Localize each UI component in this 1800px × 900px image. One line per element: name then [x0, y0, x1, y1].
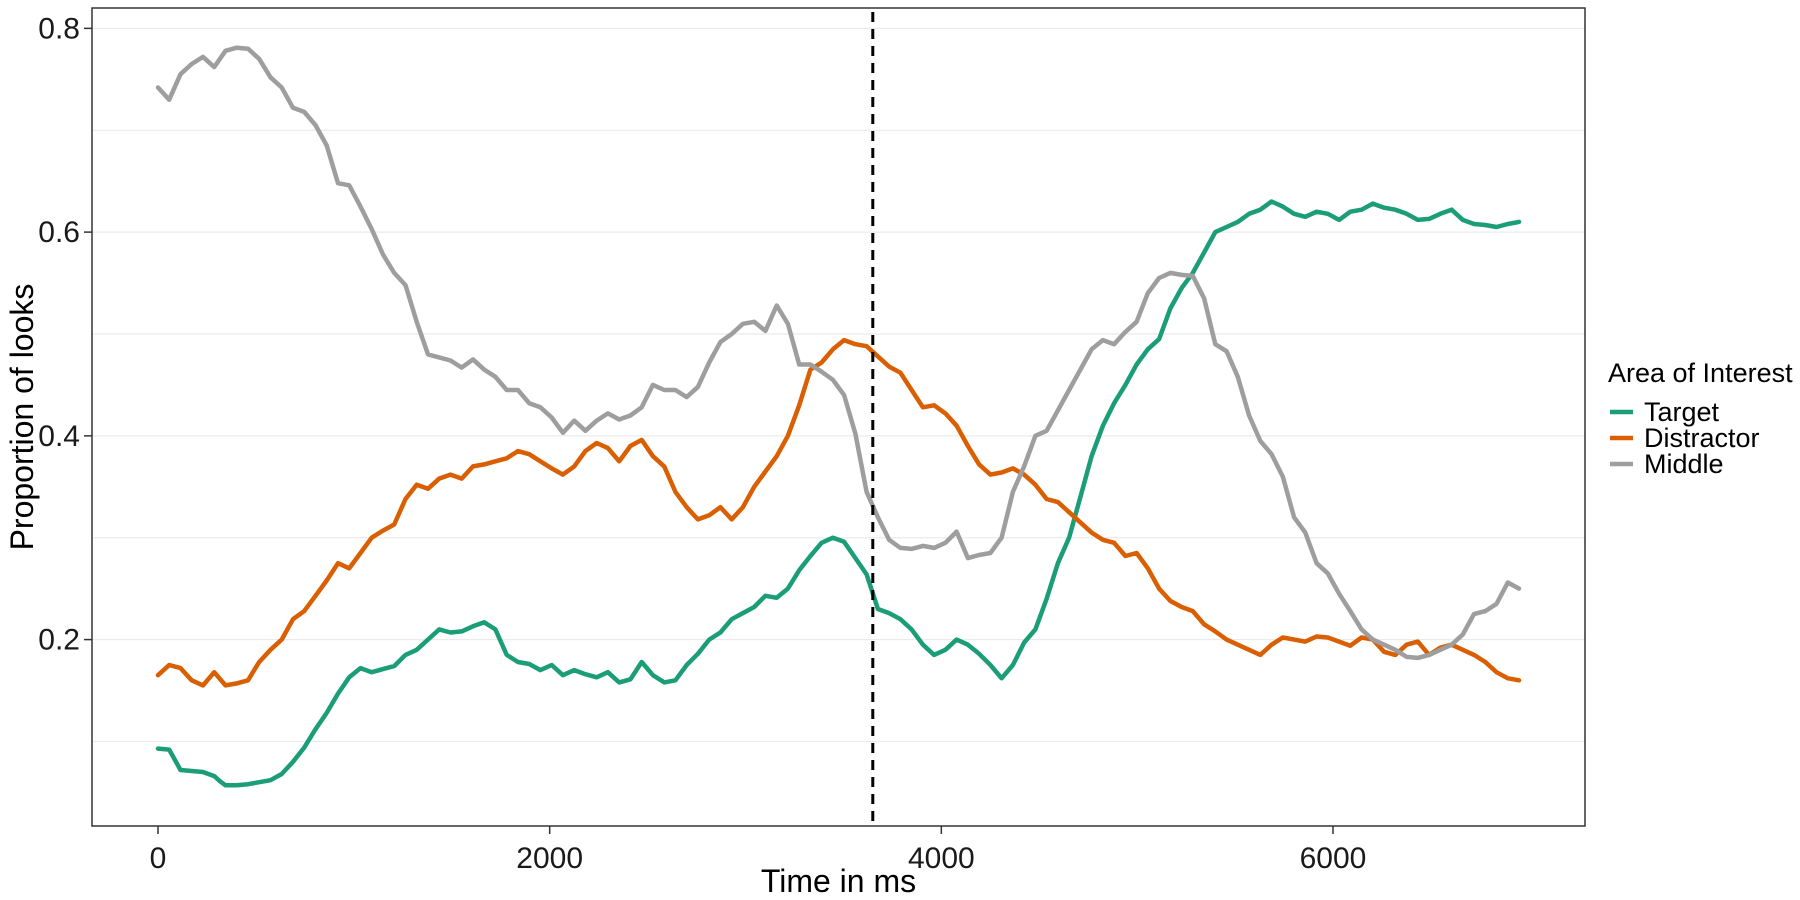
x-axis-ticks: 0 2000 4000 6000: [150, 826, 1367, 875]
series-line-middle: [155, 45, 1522, 661]
y-tick-label: 0.4: [38, 420, 80, 453]
x-tick-label: 4000: [908, 842, 975, 875]
legend-label-distractor: Distractor: [1644, 423, 1760, 453]
x-axis-title: Time in ms: [761, 863, 916, 899]
x-tick-label: 2000: [516, 842, 583, 875]
y-tick-label: 0.8: [38, 12, 80, 45]
x-tick-label: 6000: [1300, 842, 1367, 875]
series-line-target: [155, 199, 1522, 788]
y-tick-label: 0.6: [38, 216, 80, 249]
y-tick-label: 0.2: [38, 624, 80, 657]
plot-panel-border: [91, 7, 1586, 827]
series-lines: [155, 45, 1522, 788]
legend-label-target: Target: [1644, 397, 1720, 427]
y-axis-ticks: 0.2 0.4 0.6 0.8: [38, 12, 92, 657]
y-axis-title: Proportion of looks: [4, 284, 40, 551]
series-line-distractor: [155, 337, 1522, 688]
legend-title: Area of Interest: [1608, 358, 1793, 388]
legend-label-middle: Middle: [1644, 449, 1724, 479]
x-tick-label: 0: [150, 842, 167, 875]
